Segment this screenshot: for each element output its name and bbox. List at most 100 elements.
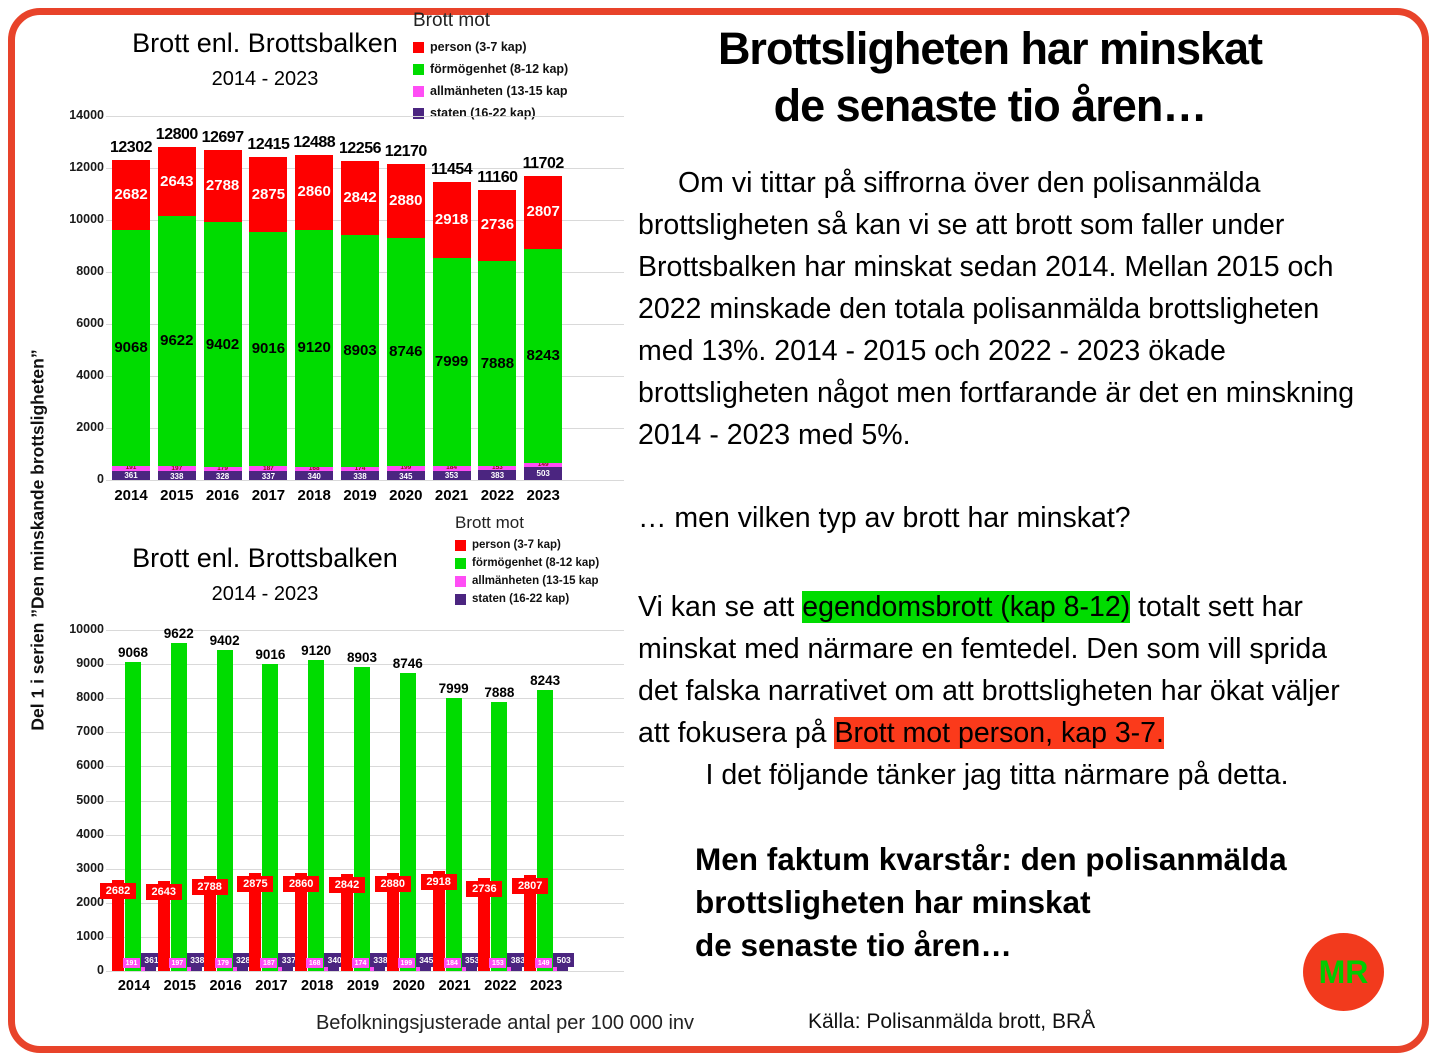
x-tick-label: 2021 xyxy=(434,487,469,504)
formogenhet-value-label: 8243 xyxy=(530,672,561,688)
gridline xyxy=(106,664,624,666)
bar-formogenhet xyxy=(216,650,233,971)
allmanheten-value-chip: 168 xyxy=(306,958,324,968)
bar-total-label: 12800 xyxy=(155,126,199,144)
y-tick-label: 6000 xyxy=(76,758,104,773)
segment-value-label: 9016 xyxy=(251,340,286,358)
bottom-grouped-chart: Brott enl. Brottsbalken 2014 - 2023 Brot… xyxy=(55,513,630,1013)
y-tick-label: 0 xyxy=(97,963,104,977)
bar-segment-3 xyxy=(341,471,379,480)
x-tick-label: 2014 xyxy=(114,487,148,504)
allmanheten-value-chip: 187 xyxy=(260,958,278,968)
legend-label: allmänheten (13-15 kap xyxy=(472,575,599,587)
x-tick-label: 2018 xyxy=(297,487,331,504)
legend-item: person (3-7 kap) xyxy=(413,40,628,54)
x-tick-label: 2016 xyxy=(205,487,240,504)
bar-formogenhet xyxy=(445,698,462,971)
segment-value-label: 2788 xyxy=(205,177,240,195)
staten-value-chip: 361 xyxy=(141,953,162,967)
bar-segment-2 xyxy=(249,466,288,472)
allmanheten-value-chip: 197 xyxy=(168,958,186,968)
segment-value-label: 345 xyxy=(399,471,413,481)
y-tick-label: 9000 xyxy=(76,656,104,671)
y-tick-label: 4000 xyxy=(76,826,104,841)
bar-segment-3 xyxy=(157,471,196,480)
chart-legend: Brott mot person (3-7 kap) förmögenhet (8-… xyxy=(455,513,630,611)
bar-allmanheten xyxy=(415,964,420,971)
bar-segment-3 xyxy=(432,470,471,480)
staten-value-chip: 338 xyxy=(186,953,208,967)
segment-value-label: 2682 xyxy=(114,186,148,203)
y-tick-label: 8000 xyxy=(76,264,104,278)
bar-segment-1 xyxy=(203,222,242,467)
bar-segment-1 xyxy=(524,248,563,464)
x-tick-label: 2022 xyxy=(484,978,517,994)
y-tick-label: 8000 xyxy=(76,690,104,705)
x-tick-label: 2015 xyxy=(163,978,196,994)
bar-segment-2 xyxy=(432,466,471,471)
bar-segment-3 xyxy=(249,471,288,480)
legend-label: förmögenhet (8-12 kap) xyxy=(472,557,600,569)
bar-segment-2 xyxy=(295,466,334,472)
bar-person xyxy=(157,880,170,971)
y-tick-label: 4000 xyxy=(76,368,104,382)
bar-allmanheten xyxy=(461,964,466,971)
legend-swatch-icon xyxy=(455,539,466,551)
person-value-chip: 2736 xyxy=(466,880,503,897)
formogenhet-value-label: 9402 xyxy=(209,633,240,649)
bar-person xyxy=(203,875,216,971)
segment-value-label: 340 xyxy=(307,471,321,481)
bar-person xyxy=(112,879,124,971)
highlight-person-crime: Brott mot person, kap 3-7. xyxy=(834,717,1164,749)
x-tick-label: 2023 xyxy=(526,487,560,504)
analysis-closing-line: I det följande tänker jag titta närmare … xyxy=(705,759,1289,791)
bar-formogenhet xyxy=(262,663,279,971)
legend-item: staten (16-22 kap) xyxy=(455,593,630,605)
bar-formogenhet xyxy=(354,667,370,971)
bar-segment-2 xyxy=(112,465,150,471)
segment-value-label: 187 xyxy=(262,464,274,472)
conclusion-statement: Men faktum kvarstår: den polisanmälda br… xyxy=(695,838,1355,967)
segment-value-label: 2880 xyxy=(389,192,423,210)
bar-segment-1 xyxy=(341,235,379,467)
x-tick-label: 2016 xyxy=(209,978,242,994)
bar-person xyxy=(432,871,445,971)
series-title-vertical: Del 1 i serien ”Den minskande brottsligh… xyxy=(27,349,48,731)
segment-value-label: 2842 xyxy=(343,189,377,207)
bar-segment-0 xyxy=(295,155,334,230)
paragraph-intro: Om vi tittar på siffrorna över den polis… xyxy=(638,167,1355,451)
bar-person xyxy=(295,873,308,971)
person-value-chip: 2918 xyxy=(420,874,457,891)
segment-value-label: 174 xyxy=(354,464,366,472)
x-tick-label: 2015 xyxy=(160,487,194,504)
allmanheten-value-chip: 179 xyxy=(214,958,232,968)
bar-segment-3 xyxy=(112,470,150,480)
segment-value-label: 338 xyxy=(353,471,367,481)
bar-segment-1 xyxy=(478,260,517,467)
segment-value-label: 2860 xyxy=(297,183,331,201)
legend-swatch-icon xyxy=(413,63,424,75)
bar-person xyxy=(249,872,262,971)
bar-formogenhet xyxy=(170,642,187,971)
source-citation: Källa: Polisanmälda brott, BRÅ xyxy=(808,1010,1096,1033)
person-value-chip: 2643 xyxy=(145,883,182,900)
analysis-text-before: Vi kan se att xyxy=(638,591,803,623)
y-tick-label: 2000 xyxy=(76,420,104,434)
chart-legend: Brott mot person (3-7 kap) förmögenhet (8-… xyxy=(413,10,628,128)
bar-segment-0 xyxy=(203,149,242,223)
bar-segment-3 xyxy=(295,471,334,480)
segment-value-label: 7999 xyxy=(434,353,469,371)
bar-segment-0 xyxy=(157,147,196,216)
bar-segment-3 xyxy=(478,470,517,480)
segment-value-label: 153 xyxy=(491,464,503,472)
y-tick-label: 3000 xyxy=(76,860,104,875)
bar-allmanheten xyxy=(324,965,329,971)
x-tick-label: 2017 xyxy=(255,978,288,994)
gridline xyxy=(106,480,624,481)
bar-total-label: 12415 xyxy=(247,136,290,154)
bar-total-label: 11454 xyxy=(431,161,473,179)
allmanheten-value-chip: 199 xyxy=(397,958,415,968)
bar-total-label: 12170 xyxy=(384,142,428,160)
bar-segment-3 xyxy=(524,466,563,480)
bar-segment-0 xyxy=(524,175,563,249)
